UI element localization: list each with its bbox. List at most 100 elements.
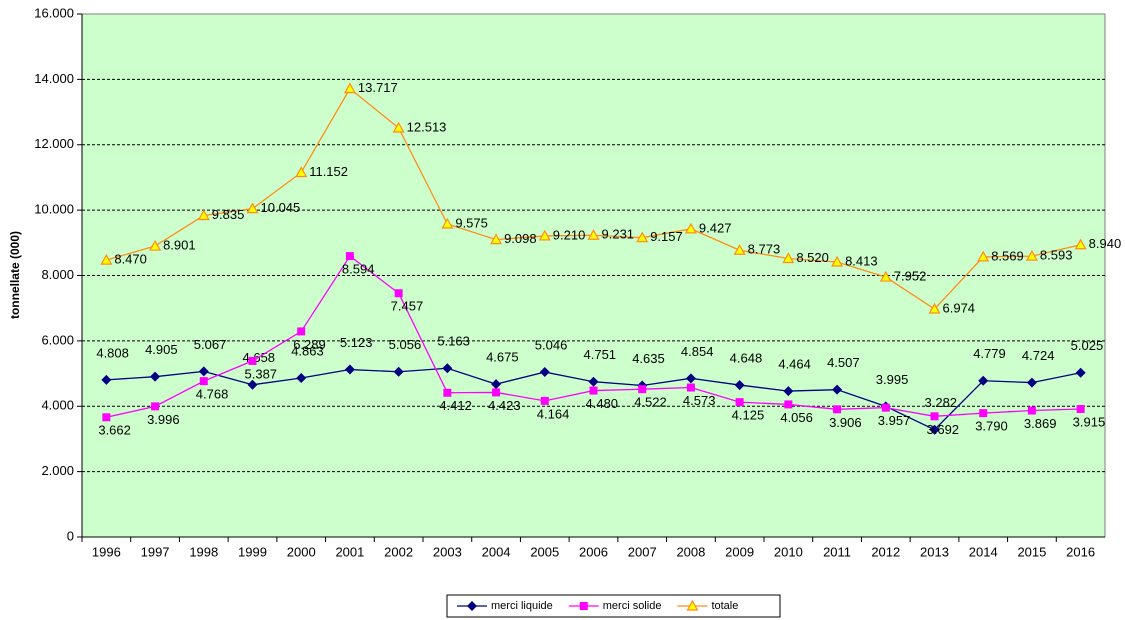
y-tick-label: 4.000 — [41, 398, 74, 413]
marker — [978, 375, 989, 386]
data-label: 13.717 — [358, 80, 398, 95]
y-tick-label: 16.000 — [34, 5, 74, 20]
data-label: 3.282 — [925, 395, 958, 410]
x-tick-label: 1996 — [92, 544, 121, 559]
data-label: 3.995 — [876, 372, 909, 387]
data-label: 6.289 — [293, 337, 326, 352]
marker — [1076, 405, 1085, 414]
y-tick-label: 0 — [67, 528, 74, 543]
data-label: 11.152 — [309, 164, 348, 179]
data-label: 9.157 — [650, 229, 683, 244]
marker — [1025, 249, 1038, 261]
legend: merci liquide merci solide totale — [446, 594, 781, 618]
marker — [393, 366, 404, 377]
marker — [491, 379, 502, 390]
marker — [246, 202, 259, 214]
x-tick-label: 2013 — [920, 544, 949, 559]
data-label: 10.045 — [261, 200, 301, 215]
data-label: 4.724 — [1022, 348, 1055, 363]
marker — [100, 253, 113, 265]
marker — [492, 388, 501, 397]
data-label: 9.231 — [602, 227, 635, 242]
data-label: 9.427 — [699, 220, 732, 235]
data-label: 4.863 — [291, 343, 324, 358]
legend-label: merci solide — [603, 600, 662, 612]
data-label: 7.952 — [894, 269, 927, 284]
marker — [636, 231, 649, 243]
data-label: 8.520 — [796, 250, 829, 265]
marker — [149, 239, 162, 251]
marker — [686, 599, 699, 611]
marker — [684, 222, 697, 234]
marker — [540, 396, 549, 405]
x-tick-label: 2009 — [725, 544, 754, 559]
marker — [443, 388, 452, 397]
data-label: 8.593 — [1040, 248, 1073, 263]
data-label: 4.412 — [439, 398, 472, 413]
y-tick-label: 14.000 — [34, 71, 74, 86]
x-tick-label: 2016 — [1066, 544, 1095, 559]
marker — [1075, 367, 1086, 378]
data-label: 3.692 — [927, 422, 960, 437]
x-tick-label: 2002 — [384, 544, 413, 559]
marker — [247, 379, 258, 390]
marker — [198, 366, 209, 377]
marker — [150, 371, 161, 382]
marker — [579, 602, 588, 610]
y-tick-label: 2.000 — [41, 463, 74, 478]
data-label: 5.025 — [1071, 338, 1104, 353]
marker — [102, 413, 111, 422]
marker — [197, 209, 210, 221]
data-label: 5.067 — [194, 337, 227, 352]
y-tick-label: 10.000 — [34, 202, 74, 217]
data-label: 8.594 — [342, 262, 375, 277]
marker — [442, 363, 453, 374]
data-label: 3.915 — [1073, 414, 1106, 429]
marker — [248, 356, 257, 365]
y-axis-title: tonnellate (000) — [8, 231, 22, 319]
data-label: 4.635 — [632, 351, 665, 366]
legend-label: merci liquide — [491, 600, 553, 612]
data-label: 4.164 — [537, 406, 570, 421]
data-label: 8.940 — [1089, 236, 1122, 251]
data-label: 4.905 — [145, 342, 178, 357]
marker — [345, 252, 354, 261]
data-label: 8.569 — [991, 248, 1024, 263]
data-label: 4.507 — [827, 355, 860, 370]
data-label: 7.457 — [391, 299, 424, 314]
data-label: 4.573 — [683, 393, 716, 408]
marker — [832, 384, 843, 395]
x-tick-label: 2012 — [871, 544, 900, 559]
data-label: 3.662 — [98, 423, 131, 438]
legend-label: totale — [711, 600, 738, 612]
marker — [735, 398, 744, 407]
data-label: 8.470 — [114, 252, 147, 267]
marker — [297, 327, 306, 336]
data-label: 5.046 — [535, 337, 568, 352]
marker — [589, 386, 598, 395]
data-label: 5.163 — [437, 334, 470, 349]
data-label: 4.751 — [584, 347, 617, 362]
marker — [929, 424, 940, 435]
data-label: 5.056 — [389, 337, 422, 352]
legend-box — [446, 594, 781, 618]
data-label: 3.906 — [829, 415, 862, 430]
x-tick-label: 2008 — [676, 544, 705, 559]
marker — [784, 400, 793, 409]
marker — [928, 302, 941, 314]
data-label: 4.125 — [732, 408, 765, 423]
marker — [783, 386, 794, 397]
x-tick-label: 2014 — [969, 544, 998, 559]
data-label: 4.808 — [96, 345, 129, 360]
x-tick-label: 2010 — [774, 544, 803, 559]
marker — [467, 601, 477, 611]
data-label: 4.675 — [486, 350, 519, 365]
marker — [733, 243, 746, 255]
marker — [685, 373, 696, 384]
marker — [1074, 238, 1087, 250]
marker — [296, 373, 307, 384]
data-label: 9.210 — [553, 227, 586, 242]
x-tick-label: 2001 — [335, 544, 364, 559]
data-label: 9.835 — [212, 207, 245, 222]
data-label: 4.854 — [681, 344, 714, 359]
